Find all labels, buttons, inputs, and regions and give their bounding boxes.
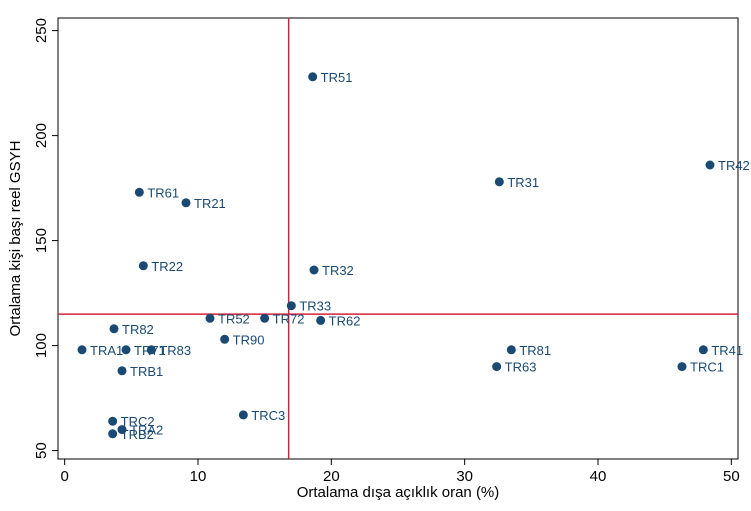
reference-lines — [58, 18, 738, 459]
point-label: TR62 — [329, 313, 361, 328]
point-label: TRB2 — [121, 427, 154, 442]
point-label: TR90 — [233, 332, 265, 347]
point-marker — [494, 177, 504, 187]
point-label: TRC1 — [690, 360, 724, 375]
point-label: TR82 — [122, 322, 154, 337]
point-label: TR83 — [159, 343, 191, 358]
y-axis-title: Ortalama kişi başı reel GSYH — [7, 141, 24, 337]
data-point: TR42 — [705, 158, 750, 173]
point-label: TRA2 — [130, 423, 163, 438]
point-label: TR33 — [299, 299, 331, 314]
data-point: TR81 — [506, 343, 551, 358]
data-point: TR31 — [494, 175, 539, 190]
point-marker — [181, 198, 191, 208]
point-marker — [698, 345, 708, 355]
y-axis: 50 100 150 200 250 — [33, 18, 58, 459]
point-marker — [286, 301, 296, 311]
data-point: TRB1 — [117, 364, 163, 379]
point-marker — [492, 362, 502, 372]
point-marker — [677, 362, 687, 372]
data-point: TRC3 — [238, 408, 285, 423]
point-label: TR22 — [151, 259, 183, 274]
x-tick-label: 50 — [723, 468, 740, 485]
data-point: TR72 — [260, 311, 304, 326]
data-point: TR41 — [698, 343, 743, 358]
data-point: TR22 — [138, 259, 183, 274]
x-tick-label: 0 — [60, 468, 68, 485]
point-marker — [316, 315, 326, 325]
point-label: TR61 — [147, 185, 179, 200]
point-label: TR21 — [194, 196, 226, 211]
y-tick-label: 250 — [33, 18, 50, 43]
point-label: TR81 — [519, 343, 551, 358]
plot-area — [57, 17, 739, 460]
point-marker — [109, 324, 119, 334]
point-label: TRB1 — [130, 364, 163, 379]
point-marker — [138, 261, 148, 271]
point-marker — [117, 366, 127, 376]
point-marker — [309, 265, 319, 275]
point-marker — [134, 187, 144, 197]
data-point: TRC2 — [108, 414, 155, 429]
point-label: TR51 — [321, 70, 353, 85]
point-marker — [260, 313, 270, 323]
data-point: TR32 — [309, 263, 354, 278]
point-label: TRC2 — [121, 414, 155, 429]
point-label: TR41 — [711, 343, 743, 358]
point-marker — [108, 429, 118, 439]
point-marker — [121, 345, 131, 355]
x-tick-label: 40 — [590, 468, 607, 485]
point-marker — [238, 410, 248, 420]
data-point: TRA2 — [117, 423, 163, 438]
data-points: TR51 TR42 TR31 TR61 TR21 TR22 TR32 TR33 TR52 TR72… — [77, 70, 750, 442]
point-label: TR63 — [505, 360, 537, 375]
data-point: TR52 — [205, 311, 250, 326]
point-marker — [205, 313, 215, 323]
point-marker — [705, 160, 715, 170]
data-point: TR63 — [492, 360, 536, 375]
data-point: TR83 — [146, 343, 191, 358]
data-point: TR90 — [220, 332, 264, 347]
x-tick-label: 30 — [456, 468, 473, 485]
data-point: TRA1 — [77, 343, 123, 358]
point-marker — [108, 416, 118, 426]
point-label: TR31 — [507, 175, 539, 190]
x-axis: 0 10 20 30 40 50 — [60, 459, 740, 485]
point-marker — [308, 72, 318, 82]
point-label: TRA1 — [90, 343, 123, 358]
data-point: TR62 — [316, 313, 360, 328]
data-point: TR61 — [134, 185, 179, 200]
data-point: TR51 — [308, 70, 352, 85]
point-marker — [77, 345, 87, 355]
point-label: TR52 — [218, 311, 250, 326]
point-label: TR72 — [273, 311, 305, 326]
y-tick-label: 100 — [33, 333, 50, 358]
x-tick-label: 20 — [323, 468, 340, 485]
y-tick-label: 150 — [33, 228, 50, 253]
data-point: TR21 — [181, 196, 226, 211]
x-axis-title: Ortalama dışa açıklık oran (%) — [297, 484, 500, 501]
point-label: TR32 — [322, 263, 354, 278]
point-marker — [146, 345, 156, 355]
point-label: TRC3 — [251, 408, 285, 423]
y-tick-label: 50 — [33, 442, 50, 459]
point-marker — [220, 334, 230, 344]
point-marker — [117, 425, 127, 435]
data-point: TRB2 — [108, 427, 154, 442]
x-tick-label: 10 — [190, 468, 207, 485]
data-point: TR33 — [286, 299, 331, 314]
point-label: TR42 — [718, 158, 750, 173]
y-tick-label: 200 — [33, 123, 50, 148]
data-point: TR82 — [109, 322, 154, 337]
data-point: TRC1 — [677, 360, 724, 375]
point-marker — [506, 345, 516, 355]
